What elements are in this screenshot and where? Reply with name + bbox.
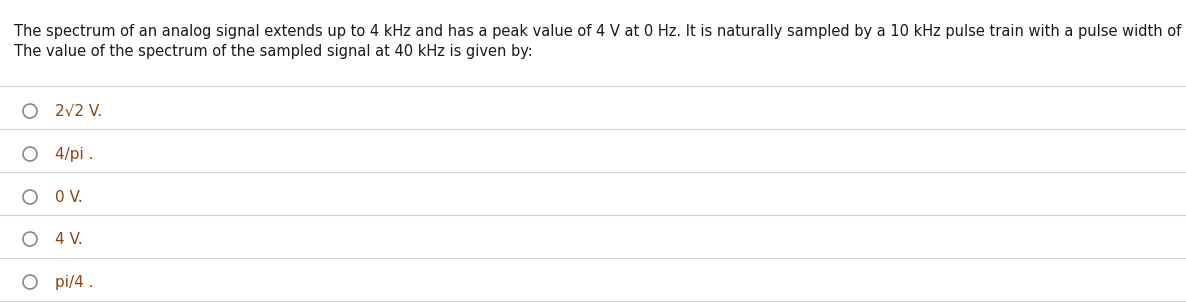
Text: The value of the spectrum of the sampled signal at 40 kHz is given by:: The value of the spectrum of the sampled… (14, 44, 533, 59)
Text: 4/pi .: 4/pi . (55, 147, 94, 162)
Text: 2√2 V.: 2√2 V. (55, 103, 102, 118)
Text: 0 V.: 0 V. (55, 189, 83, 204)
Text: 4 V.: 4 V. (55, 232, 83, 247)
Text: The spectrum of an analog signal extends up to 4 kHz and has a peak value of 4 V: The spectrum of an analog signal extends… (14, 24, 1186, 39)
Text: pi/4 .: pi/4 . (55, 274, 94, 289)
